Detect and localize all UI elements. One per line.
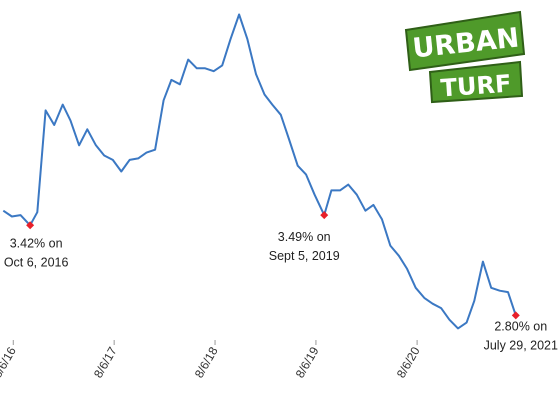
x-tick-label: 8/6/19 [293, 344, 322, 380]
annotation: 2.80% on [494, 319, 547, 333]
marker [26, 221, 35, 230]
marker [511, 311, 520, 320]
x-tick-label: 8/6/16 [0, 344, 19, 380]
logo-sign [404, 10, 526, 72]
logo-sign [428, 60, 524, 104]
annotation: Oct 6, 2016 [4, 255, 69, 269]
logo-text: TURF [440, 70, 513, 103]
line [2, 13, 517, 330]
annotation: Sept 5, 2019 [269, 249, 340, 263]
annotation: 3.49% on [278, 230, 331, 244]
marker [320, 211, 329, 220]
annotation: 3.42% on [10, 236, 63, 250]
x-tick-label: 8/6/20 [394, 344, 423, 380]
annotation: July 29, 2021 [484, 338, 558, 352]
logo: URBAN TURF [404, 10, 526, 104]
x-tick-label: 8/6/17 [91, 344, 120, 380]
x-tick-label: 8/6/18 [192, 344, 221, 380]
